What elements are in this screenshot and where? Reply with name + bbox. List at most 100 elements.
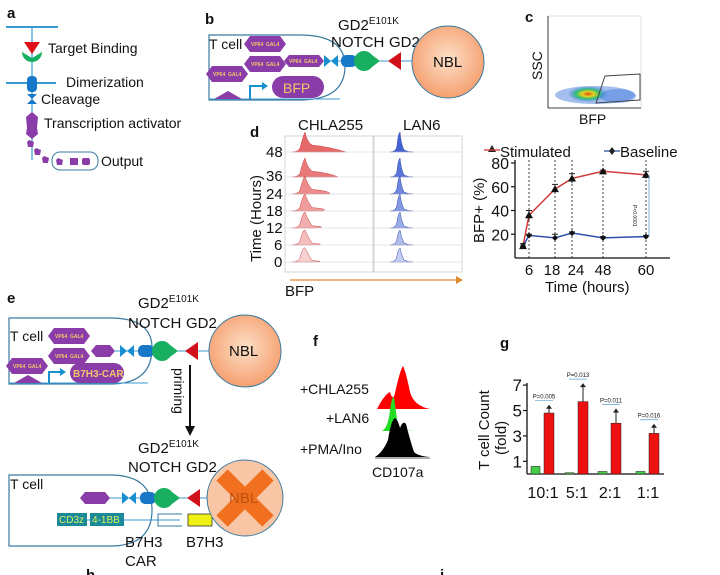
x-tick-label: 60 <box>638 262 655 279</box>
histogram-lan6-row <box>389 175 414 195</box>
x-tick-label: 6 <box>525 262 533 279</box>
x-tick-label: 24 <box>568 262 585 279</box>
series-line-baseline <box>522 232 647 247</box>
legend-stimulated-marker <box>488 145 496 152</box>
y-tick-label: 1 <box>513 452 522 471</box>
nbl-label: NBL <box>433 54 462 71</box>
panel-label-f: f <box>313 333 319 350</box>
nbl-cell <box>208 314 282 388</box>
b7h3-antigen-label: B7H3 <box>186 534 224 551</box>
bar-control <box>530 466 541 475</box>
x-tick-label: 18 <box>544 262 561 279</box>
notch-receptor-icon <box>341 55 357 67</box>
histogram-chla255-row <box>291 131 347 153</box>
data-point-baseline <box>600 234 606 241</box>
step-cleavage: Cleavage <box>41 91 100 107</box>
gd2-label: GD2 <box>186 315 217 332</box>
row-label: 18 <box>266 203 283 220</box>
column-chla255: CHLA255 <box>298 117 363 134</box>
t-cell-label: T cell <box>209 36 242 52</box>
row-chla255: +CHLA255 <box>300 381 369 397</box>
data-point-stimulated <box>599 167 607 175</box>
step-output: Output <box>101 153 143 169</box>
histogram-chla255-row <box>291 157 339 178</box>
svg-text:VP64: VP64 <box>55 334 67 340</box>
histogram-lan6 <box>382 397 420 431</box>
histogram-chla255-row <box>291 175 331 195</box>
step-target-binding: Target Binding <box>48 40 138 56</box>
histogram-chla255-row <box>291 193 325 212</box>
y-tick-label: 80 <box>491 156 509 173</box>
gd2-receptor-icon <box>354 51 380 71</box>
histogram-chla255-row <box>291 247 321 263</box>
svg-text:GAL4: GAL4 <box>70 354 84 360</box>
row-label: 6 <box>274 237 282 254</box>
d-ylabel: Time (Hours) <box>248 175 265 262</box>
svg-text:GAL4: GAL4 <box>266 62 280 68</box>
histogram-pma <box>375 418 430 457</box>
svg-text:GAL4: GAL4 <box>228 72 242 78</box>
row-lan6: +LAN6 <box>326 410 369 426</box>
data-point-baseline <box>643 233 649 240</box>
gd2-antigen-icon <box>185 342 198 360</box>
b7h3-car-gene-box <box>70 363 124 383</box>
gd2-antigen-icon <box>388 52 401 70</box>
panel-b: b T cell VP64 GAL4 VP64 GAL4 VP64 GAL4 VP64… <box>205 11 485 101</box>
receptor-label: GD2E101K <box>138 294 199 312</box>
data-point-baseline <box>552 234 558 241</box>
histogram-lan6-row <box>389 131 414 153</box>
data-point <box>546 404 552 409</box>
x-tick-label: 48 <box>595 262 612 279</box>
row-label: 12 <box>266 220 283 237</box>
legend-stimulated: Stimulated <box>500 144 571 161</box>
y-tick-label: 60 <box>491 180 509 197</box>
p-value-annotation: P<0.0001 <box>631 205 637 227</box>
svg-text:GAL4: GAL4 <box>266 42 280 48</box>
output-box <box>51 151 99 171</box>
histogram-lan6-row <box>389 211 414 229</box>
t-cell-count-chart: g T cell Count (fold) 1 3 5 7 10:1 P=0.005 5:1… <box>476 335 664 502</box>
notch-core-icon <box>27 76 37 92</box>
gate-polygon <box>595 73 641 104</box>
cd3z-label: CD3z <box>59 515 84 526</box>
panel-label-c: c <box>525 9 533 26</box>
41bb-label: 4-1BB <box>92 515 120 526</box>
gd2-label: GD2 <box>389 34 420 51</box>
receptor-pacman-icon <box>22 52 42 62</box>
t-cell-label: T cell <box>10 328 43 344</box>
panel-label-e: e <box>7 290 15 307</box>
b7h3-antigen <box>187 513 213 527</box>
c-xlabel: BFP <box>579 111 606 127</box>
data-point <box>651 423 657 428</box>
histogram-lan6-row <box>389 247 414 263</box>
panel-d-histograms: d CHLA255 LAN6 48 36 24 18 12 6 0 Time (… <box>248 117 463 300</box>
column-lan6: LAN6 <box>403 117 441 134</box>
p-value-label: P=0.013 <box>567 373 590 379</box>
panel-c: c SSC BFP <box>525 9 642 127</box>
receptor-label: GD2E101K <box>338 16 399 34</box>
cleavage-icon <box>27 94 37 104</box>
t-cell-outline-primed <box>8 474 153 547</box>
car-label-1: B7H3 <box>125 534 163 551</box>
p-value-label: P=0.016 <box>638 414 661 420</box>
y-tick-label: 40 <box>491 204 509 221</box>
activator-fragments-icon <box>27 140 49 163</box>
41bb-domain <box>90 513 124 526</box>
histogram-lan6-row <box>389 157 414 178</box>
bar-control <box>564 472 575 475</box>
x-tick-label: 10:1 <box>527 485 558 502</box>
y-tick-label: 20 <box>491 227 509 244</box>
data-point-stimulated <box>525 211 533 219</box>
step-transcription-activator: Transcription activator <box>44 115 182 131</box>
x-tick-label: 1:1 <box>637 485 659 502</box>
legend-baseline-marker <box>609 147 615 155</box>
panel-label-i: i <box>440 567 444 575</box>
promoter-arrow-icon <box>249 85 262 99</box>
svg-text:GAL4: GAL4 <box>28 364 42 370</box>
priming-label: priming <box>171 368 187 414</box>
bar-stimulated <box>648 433 660 475</box>
step-dimerization: Dimerization <box>66 74 144 90</box>
histogram-lan6-row <box>389 193 414 212</box>
y-tick-label: 7 <box>513 376 522 395</box>
panel-label-b: b <box>205 11 214 28</box>
